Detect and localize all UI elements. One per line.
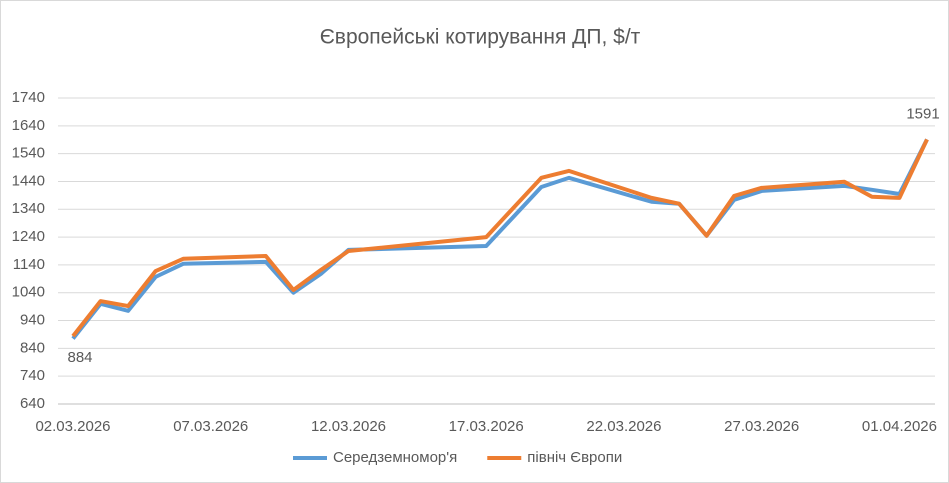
data-label: 1591: [906, 105, 939, 122]
y-tick-label: 1140: [13, 256, 45, 273]
x-tick-label: 02.03.2026: [35, 418, 110, 435]
y-tick-label: 640: [20, 395, 45, 412]
y-tick-label: 1740: [12, 89, 45, 106]
y-tick-label: 840: [20, 339, 45, 356]
series-line: [71, 138, 929, 338]
x-tick-label: 27.03.2026: [724, 418, 799, 435]
y-tick-label: 1340: [12, 200, 45, 217]
y-tick-label: 1240: [12, 228, 45, 245]
y-tick-label: 1640: [12, 117, 45, 134]
y-tick-label: 740: [20, 367, 45, 384]
x-tick-label: 01.04.2026: [862, 418, 937, 435]
x-tick-label: 07.03.2026: [173, 418, 248, 435]
x-tick-label: 22.03.2026: [586, 418, 661, 435]
y-tick-label: 940: [20, 312, 45, 329]
chart-title: Європейські котирування ДП, $/т: [320, 26, 641, 49]
legend-label: північ Європи: [527, 449, 622, 466]
legend-label: Середземномор'я: [333, 449, 457, 466]
series-line: [71, 138, 929, 340]
y-tick-label: 1040: [12, 284, 45, 301]
y-tick-label: 1440: [12, 172, 45, 189]
y-tick-label: 1540: [12, 145, 45, 162]
data-label: 884: [67, 349, 92, 366]
x-tick-label: 12.03.2026: [311, 418, 386, 435]
x-tick-label: 17.03.2026: [449, 418, 524, 435]
